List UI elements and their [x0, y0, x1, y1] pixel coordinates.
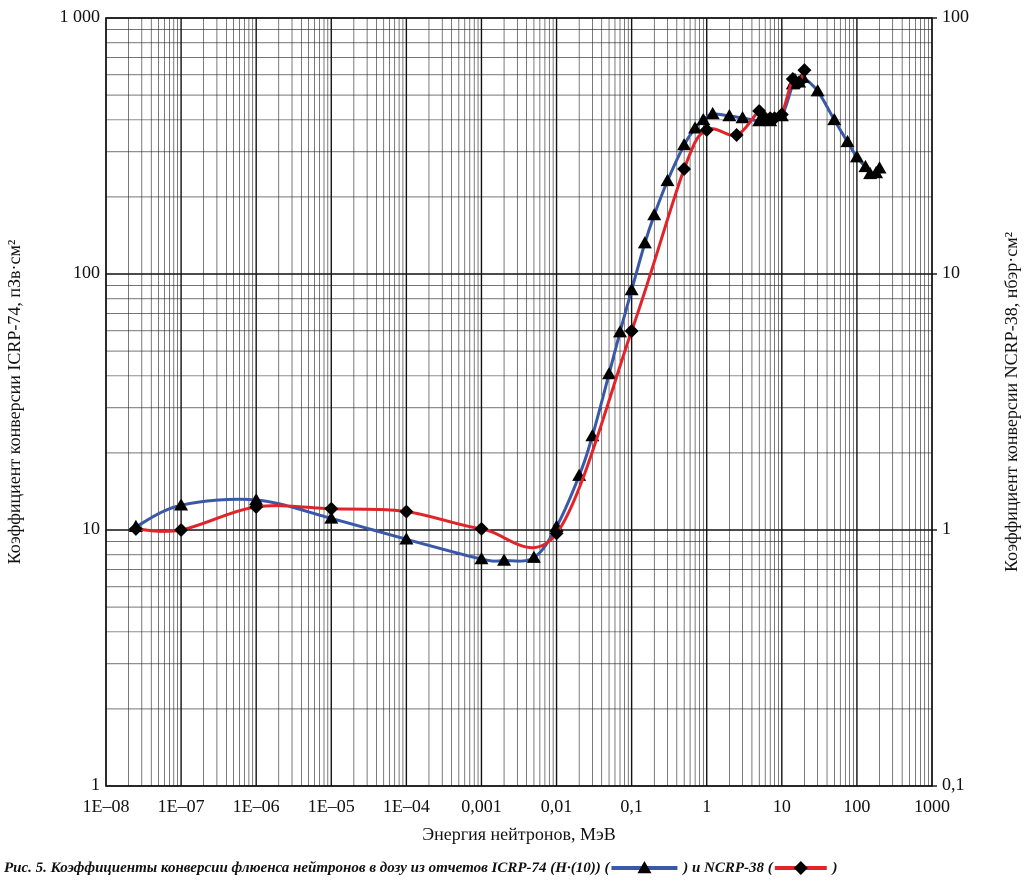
marker — [660, 173, 675, 187]
marker — [526, 550, 541, 563]
marker — [624, 282, 639, 296]
caption: Рис. 5. Коэффициенты конверсии флюенса н… — [4, 860, 838, 876]
marker — [792, 75, 807, 90]
y-tick-label: 100 — [73, 262, 100, 282]
x-tick-label: 1 — [702, 796, 711, 816]
caption-text: Рис. 5. Коэффициенты конверсии флюенса н… — [4, 860, 488, 876]
y2-tick-label: 10 — [942, 262, 960, 282]
marker — [637, 236, 652, 249]
marker — [840, 134, 855, 148]
marker — [549, 526, 564, 541]
marker — [705, 106, 720, 120]
legend-bracket: ) — [831, 860, 838, 876]
series-line — [135, 75, 881, 563]
x-tick-label: 1E–08 — [83, 796, 130, 816]
legend-label: ICRP-74 (H·(10)) — [491, 860, 601, 876]
plot-frame — [105, 17, 933, 787]
x-tick-label: 0,01 — [541, 796, 573, 816]
legend-label: NCRP-38 — [703, 860, 765, 876]
marker — [249, 492, 264, 506]
x-tick-label: 1000 — [914, 796, 950, 816]
y-axis-label: Коэффициент конверсии ICRP-74, пЗв·см² — [4, 240, 24, 565]
marker — [474, 552, 489, 565]
marker — [696, 112, 711, 126]
marker — [797, 63, 812, 78]
marker — [722, 109, 737, 122]
marker — [729, 128, 744, 143]
y-tick-label: 1 000 — [60, 6, 101, 26]
y2-tick-label: 1 — [942, 518, 951, 538]
marker — [497, 553, 512, 566]
marker — [602, 366, 617, 380]
marker — [827, 112, 842, 126]
marker — [774, 107, 789, 122]
marker — [399, 504, 414, 519]
x-tick-label: 1E–05 — [308, 796, 355, 816]
marker — [735, 110, 750, 124]
marker — [474, 521, 489, 536]
marker — [752, 113, 767, 127]
y2-tick-label: 0,1 — [942, 774, 965, 794]
x-tick-label: 0,1 — [620, 796, 643, 816]
x-tick-label: 100 — [843, 796, 870, 816]
marker — [637, 861, 652, 874]
series-line — [135, 69, 806, 550]
x-tick-label: 10 — [773, 796, 791, 816]
marker — [647, 208, 662, 221]
x-tick-label: 1E–06 — [233, 796, 280, 816]
marker — [249, 499, 264, 514]
y2-axis-label: Коэффициент конверсии NCRP-38, нбэр·см² — [1001, 232, 1021, 572]
marker — [624, 323, 639, 338]
marker — [128, 521, 143, 536]
marker — [324, 511, 339, 524]
marker — [399, 532, 414, 545]
legend-bracket: ) — [681, 860, 688, 876]
marker — [849, 150, 864, 163]
x-axis-label: Энергия нейтронов, МэВ — [422, 824, 616, 844]
marker — [699, 123, 714, 138]
y-tick-label: 1 — [91, 774, 100, 794]
marker — [613, 325, 628, 338]
y-tick-label: 10 — [82, 518, 100, 538]
marker — [810, 84, 825, 97]
y2-tick-label: 100 — [942, 6, 969, 26]
marker — [174, 523, 189, 537]
marker — [174, 498, 189, 511]
x-tick-label: 0,001 — [461, 796, 502, 816]
caption-joiner: и — [692, 860, 700, 876]
marker — [677, 138, 692, 151]
x-tick-label: 1E–07 — [158, 796, 205, 816]
legend-bracket: ( — [768, 860, 774, 876]
marker — [688, 121, 703, 134]
marker — [324, 501, 339, 516]
x-tick-label: 1E–04 — [383, 796, 430, 816]
marker — [677, 162, 692, 177]
marker — [793, 861, 808, 875]
marker — [872, 161, 887, 174]
legend-bracket: ( — [604, 860, 610, 876]
